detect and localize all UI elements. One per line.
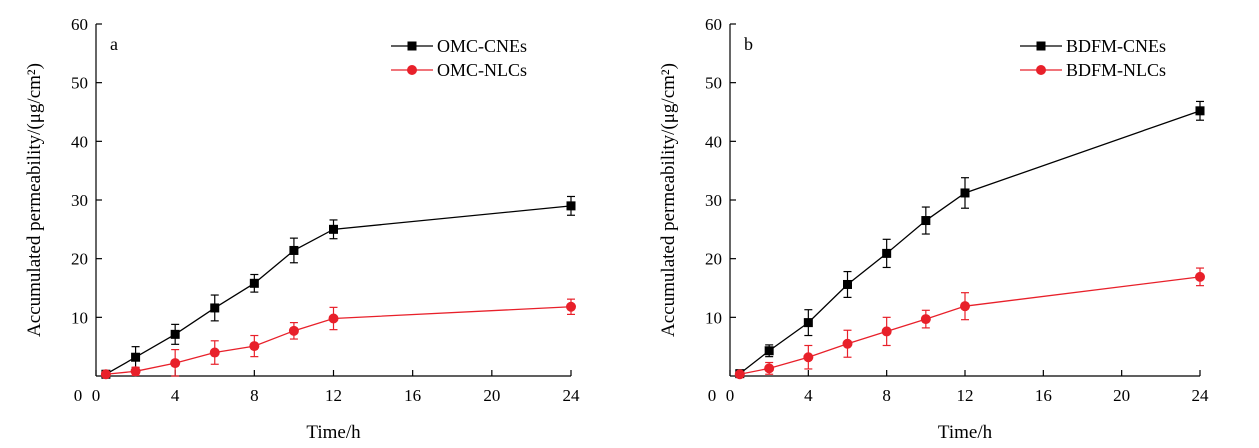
data-point	[734, 369, 745, 380]
x-tick-label: 16	[1035, 386, 1052, 405]
x-tick-label: 4	[804, 386, 813, 405]
series-OMC-CNEs	[101, 195, 576, 379]
legend-entry: BDFM-CNEs	[1020, 36, 1166, 56]
y-tick-label: 60	[705, 15, 722, 34]
legend-marker	[1036, 41, 1046, 51]
data-point	[170, 358, 181, 369]
y-axis-title: Accumulated permeability/(μg/cm²)	[658, 63, 679, 337]
data-point	[329, 224, 338, 234]
panel-label: a	[110, 34, 118, 54]
y-tick-label: 10	[71, 308, 88, 327]
legend-marker	[407, 41, 417, 51]
x-tick-label: 0	[92, 386, 101, 405]
data-point	[566, 301, 576, 312]
data-point	[170, 329, 180, 339]
x-tick-label: 20	[483, 386, 500, 405]
data-point	[921, 216, 931, 226]
data-point	[1195, 106, 1205, 116]
legend-marker	[1036, 65, 1046, 75]
data-point	[843, 279, 852, 289]
data-point	[566, 201, 576, 211]
y-tick-label: 20	[705, 250, 722, 269]
legend-marker	[407, 65, 417, 75]
x-tick-label: 8	[882, 386, 891, 405]
y-tick-label: 30	[71, 191, 88, 210]
data-point	[100, 369, 111, 380]
data-point	[1195, 271, 1205, 282]
x-tick-label: 24	[1192, 386, 1210, 405]
y-tick-label: 60	[71, 15, 88, 34]
data-point	[764, 346, 774, 356]
series-line	[105, 306, 572, 375]
x-tick-label: 8	[250, 386, 259, 405]
y-tick-label: 40	[705, 132, 722, 151]
x-axis-title: Time/h	[938, 422, 993, 443]
data-point	[288, 325, 299, 336]
data-point	[249, 278, 259, 288]
legend-label: OMC-CNEs	[437, 36, 527, 56]
legend-entry: OMC-CNEs	[391, 36, 527, 56]
data-point	[881, 326, 892, 337]
data-point	[803, 318, 813, 328]
data-point	[131, 352, 141, 362]
series-line	[739, 276, 1201, 375]
origin-label: 0	[74, 386, 83, 405]
chart-panel-b: 0 4 8 12 16 20 24 10 20 30 40 50 60 Time/h Accumulated…	[658, 15, 1209, 443]
x-axis-title: Time/h	[306, 422, 361, 443]
series-line	[105, 205, 572, 375]
data-point	[328, 313, 339, 324]
data-point	[803, 352, 814, 363]
legend-label: BDFM-CNEs	[1066, 36, 1166, 56]
y-tick-label: 50	[705, 74, 722, 93]
chart-panel-a: 0 4 8 12 16 20 24 10 20 30 40 50 60 Time/h Accumulated…	[24, 15, 580, 443]
series-OMC-NLCs	[100, 298, 576, 380]
panel-label: b	[744, 34, 753, 54]
origin-label: 0	[708, 386, 717, 405]
x-tick-label: 12	[325, 386, 342, 405]
y-tick-label: 10	[705, 308, 722, 327]
data-point	[882, 248, 892, 258]
series-line	[739, 110, 1201, 375]
legend-entry: BDFM-NLCs	[1020, 60, 1166, 80]
y-tick-label: 50	[71, 74, 88, 93]
data-point	[130, 366, 141, 377]
y-tick-label: 20	[71, 250, 88, 269]
series-BDFM-NLCs	[734, 267, 1205, 380]
data-point	[210, 303, 220, 313]
x-tick-label: 16	[404, 386, 421, 405]
data-point	[289, 245, 299, 255]
x-tick-label: 4	[171, 386, 180, 405]
legend-entry: OMC-NLCs	[391, 60, 527, 80]
data-point	[764, 363, 775, 374]
data-point	[842, 338, 853, 349]
y-tick-label: 30	[705, 191, 722, 210]
y-axis-title: Accumulated permeability/(μg/cm²)	[24, 63, 45, 337]
data-point	[920, 314, 931, 325]
legend-label: OMC-NLCs	[437, 60, 527, 80]
x-tick-label: 0	[726, 386, 735, 405]
legend-label: BDFM-NLCs	[1066, 60, 1166, 80]
x-tick-label: 24	[563, 386, 581, 405]
data-point	[960, 301, 970, 312]
data-point	[960, 188, 970, 198]
x-tick-label: 12	[957, 386, 974, 405]
data-point	[249, 341, 260, 352]
x-tick-label: 20	[1113, 386, 1130, 405]
data-point	[209, 347, 220, 358]
y-tick-label: 40	[71, 132, 88, 151]
series-BDFM-CNEs	[735, 100, 1205, 379]
